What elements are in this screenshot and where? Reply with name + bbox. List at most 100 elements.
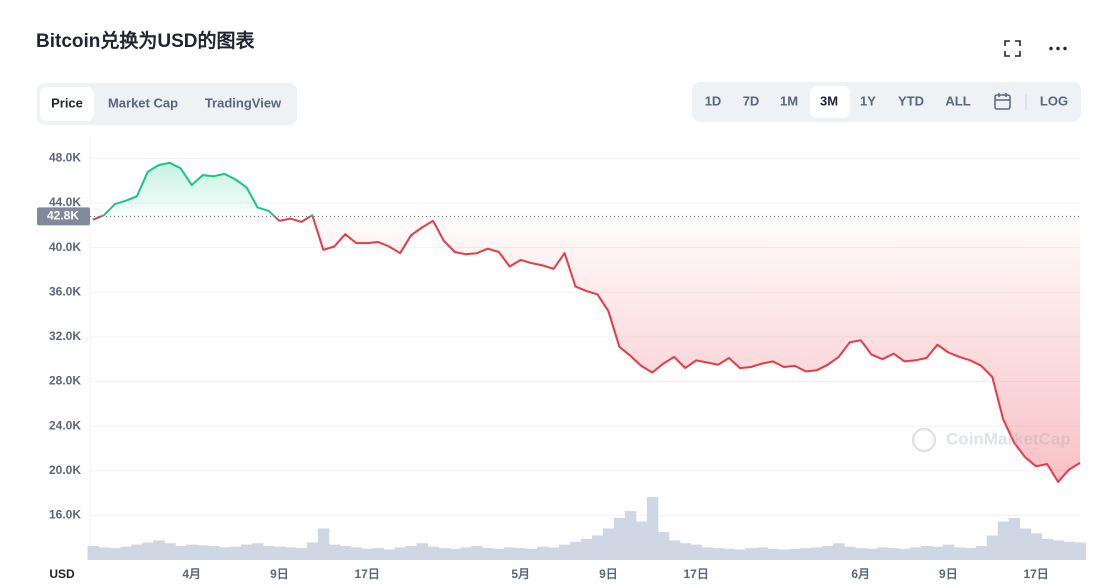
tab[interactable]: TradingView (205, 95, 282, 110)
volume-bar (142, 542, 154, 560)
x-tick-label: 9日 (939, 567, 958, 581)
volume-bar (449, 548, 461, 560)
watermark-text: CoinMarketCap (946, 429, 1071, 448)
y-tick-label: 48.0K (49, 150, 81, 164)
x-tick-label: 9日 (270, 567, 289, 581)
volume-bar (1041, 539, 1054, 560)
x-tick-label: 17日 (354, 567, 379, 581)
volume-bar (504, 547, 516, 560)
price-line (92, 161, 1081, 483)
range-button[interactable]: 1M (780, 93, 798, 108)
grid (89, 136, 1080, 560)
fullscreen-icon[interactable] (1004, 40, 1021, 57)
volume-bar (328, 544, 341, 560)
x-tick-label: 4月 (182, 567, 201, 581)
tab[interactable]: Market Cap (108, 95, 178, 110)
volume-bar (1052, 540, 1065, 560)
volume-bar (701, 547, 714, 560)
baseline-label: 42.8K (47, 209, 79, 223)
volume-bar (668, 540, 681, 560)
volume-bar (800, 548, 812, 560)
tab[interactable]: Price (51, 95, 83, 110)
volume-bar (855, 548, 867, 560)
volume-bar (252, 543, 264, 560)
y-tick-label: 24.0K (49, 418, 81, 432)
volume-bar (427, 546, 439, 560)
more-icon[interactable] (1049, 46, 1067, 51)
y-tick-label: 44.0K (49, 195, 81, 209)
volume-bar (624, 511, 637, 560)
range-group (692, 82, 1081, 122)
volume-bar (372, 548, 385, 560)
range-button[interactable]: 7D (743, 93, 760, 108)
volume-bar (153, 540, 165, 560)
volume-bar (745, 548, 757, 560)
volume-bar (931, 546, 944, 560)
volume-bar (164, 543, 176, 560)
volume-bar (109, 548, 121, 560)
volume-bar (361, 548, 374, 560)
volume-bar (526, 548, 538, 560)
volume-bar (493, 548, 505, 560)
calendar-icon[interactable] (994, 93, 1011, 110)
volume-bar (273, 546, 286, 560)
volume-bar (537, 546, 549, 560)
volume-bar (1074, 542, 1086, 560)
volume-bar (208, 546, 220, 560)
volume-bar (559, 544, 571, 560)
volume-bar (241, 544, 253, 560)
axes: 16.0K 20.0K 24.0K 28.0K 32.0K 36.0K 40.0K 44.0K… (37, 150, 1049, 581)
volume-bar (789, 548, 801, 560)
volume-bar (394, 547, 407, 560)
volume-bar (778, 549, 790, 560)
y-tick-label: 16.0K (49, 508, 81, 522)
volume-bar (1063, 541, 1076, 560)
volume-bar (646, 497, 659, 560)
volume-bar (975, 546, 988, 560)
x-tick-label: 6月 (851, 567, 870, 581)
volume-bar (219, 547, 231, 560)
baseline-label-box (37, 207, 90, 226)
volume-bar (1019, 528, 1032, 560)
watermark: CoinMarketCap (911, 427, 1071, 453)
chart-title: Bitcoin兑换为USD的图表 (36, 29, 256, 52)
area (93, 162, 1080, 482)
volume-bar (888, 548, 900, 560)
volume-bar (712, 548, 725, 560)
volume-bar (548, 547, 560, 560)
range-button[interactable]: YTD (898, 93, 924, 108)
volume-bar (899, 548, 911, 560)
volume-bar (866, 548, 878, 560)
volume-bar (833, 543, 845, 560)
volume-bar (953, 547, 966, 560)
volume-bar (405, 546, 418, 560)
volume-bar (295, 548, 308, 560)
y-tick-label: 20.0K (49, 463, 81, 477)
range-button[interactable]: ALL (945, 93, 970, 108)
volume-bar (877, 547, 889, 560)
volume-bar (339, 546, 352, 560)
volume-bar (87, 546, 99, 560)
volume-bar (811, 547, 823, 560)
volume-bar (175, 546, 187, 560)
tab-group (37, 83, 297, 125)
volume-bar (767, 548, 779, 560)
volume-bar (734, 549, 747, 560)
volume-bar (986, 535, 999, 560)
y-tick-label: 28.0K (49, 374, 81, 388)
volume-bar (723, 548, 736, 560)
x-tick-label: 17日 (1023, 567, 1048, 581)
range-button[interactable]: 1Y (860, 93, 876, 108)
volume-bar (679, 543, 692, 560)
range-button[interactable]: 3M (820, 93, 838, 108)
active-tab (40, 87, 94, 121)
x-tick-label: 9日 (599, 567, 618, 581)
log-button[interactable]: LOG (1040, 93, 1068, 108)
y-tick-label: 40.0K (49, 240, 81, 254)
volume-bar (920, 546, 933, 560)
currency-label: USD (49, 567, 75, 581)
volume-bar (482, 548, 494, 560)
volume-bar (416, 543, 428, 560)
range-button[interactable]: 1D (705, 93, 722, 108)
volume-bar (383, 549, 396, 560)
